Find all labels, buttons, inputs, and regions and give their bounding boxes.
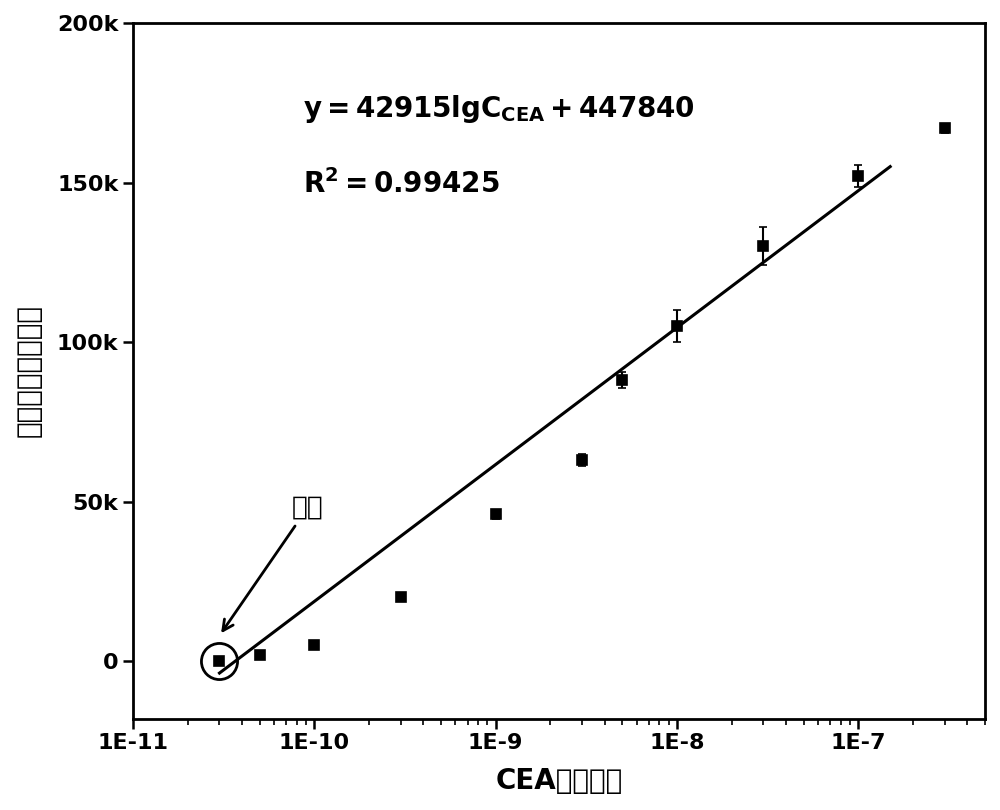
Y-axis label: 化学发光积分强度: 化学发光积分强度 <box>15 305 43 437</box>
Text: $\mathbf{R^2=0.99425}$: $\mathbf{R^2=0.99425}$ <box>303 169 500 199</box>
X-axis label: CEA抗原浓度: CEA抗原浓度 <box>495 767 623 795</box>
Text: 空白: 空白 <box>223 495 323 631</box>
Text: $\mathbf{y=42915lgC_{CEA}+447840}$: $\mathbf{y=42915lgC_{CEA}+447840}$ <box>303 92 695 125</box>
